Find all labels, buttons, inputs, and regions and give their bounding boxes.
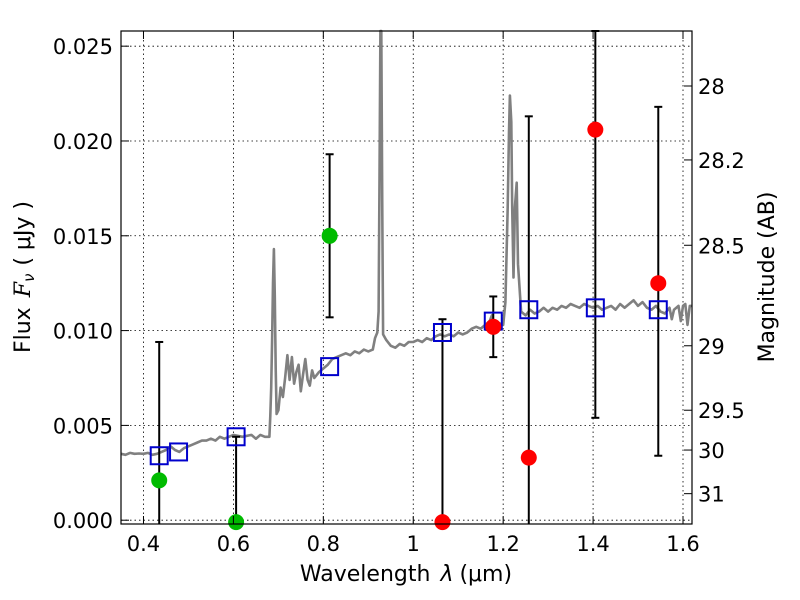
- x-axis-title-prefix: Wavelength: [300, 562, 431, 587]
- right-tick-label: 31: [698, 483, 725, 507]
- y-tick-label: 0.010: [53, 320, 113, 344]
- infrared-point-marker: [434, 514, 451, 531]
- optical-point-marker: [321, 227, 338, 244]
- y-tick-label: 0.020: [53, 130, 113, 154]
- model-square-marker: [169, 442, 189, 462]
- model-square-marker: [519, 300, 539, 320]
- y-tick-label: 0.005: [53, 414, 113, 438]
- model-square-marker: [585, 298, 605, 318]
- y-axis-title-prefix: Flux: [11, 307, 36, 353]
- plot-frame: [120, 30, 693, 525]
- error-bars: [155, 30, 663, 524]
- right-tick-label: 28: [698, 75, 725, 99]
- grid: [121, 31, 692, 524]
- x-tick-label: 0.6: [217, 532, 250, 556]
- model-square-marker: [648, 300, 668, 320]
- y-axis-title-symbol: F: [11, 281, 36, 298]
- axis-ticks: 0.4 0.6 0.8 1 1.2 1.4 1.6 0.000 0.005 0.010 0.015 0…: [53, 31, 745, 556]
- x-tick-label: 0.8: [307, 532, 340, 556]
- right-tick-label: 29.5: [698, 399, 745, 423]
- model-square-marker: [432, 322, 452, 342]
- x-tick-label: 1.2: [486, 532, 519, 556]
- right-axis-title: Magnitude (AB): [755, 192, 780, 363]
- infrared-point-marker: [650, 275, 667, 292]
- x-tick-label: 1.4: [576, 532, 609, 556]
- right-tick-label: 28.5: [698, 234, 745, 258]
- right-tick-label: 30: [698, 439, 725, 463]
- spectrum-line-layer: [120, 29, 692, 457]
- infrared-point-marker: [587, 121, 604, 138]
- y-axis-title-unit: ( μJy ): [11, 201, 36, 266]
- infrared-point-marker: [485, 318, 502, 335]
- x-tick-label: 0.4: [127, 532, 160, 556]
- optical-point-marker: [228, 514, 245, 531]
- x-tick-label: 1.6: [666, 532, 699, 556]
- y-axis-title-subscript: ν: [20, 274, 38, 282]
- x-tick-label: 1: [407, 532, 420, 556]
- x-axis-title-symbol: λ: [439, 562, 453, 587]
- y-axis-title: Flux Fν ( μJy ): [11, 201, 38, 353]
- y-tick-label: 0.025: [53, 35, 113, 59]
- model-square-marker: [226, 427, 246, 447]
- y-tick-label: 0.000: [53, 509, 113, 533]
- infrared-point-marker: [520, 449, 537, 466]
- y-tick-label: 0.015: [53, 225, 113, 249]
- right-tick-label: 29: [698, 335, 725, 359]
- model-photometry-squares: [149, 298, 668, 466]
- observed-photometry-points: [151, 121, 667, 531]
- optical-point-marker: [151, 472, 168, 489]
- x-axis-title-unit: (μm): [459, 562, 512, 587]
- x-axis-title: Wavelength λ (μm): [300, 562, 512, 587]
- right-tick-label: 28.2: [698, 149, 745, 173]
- model-square-marker: [149, 446, 169, 466]
- spectrum-line: [120, 29, 692, 457]
- model-square-marker: [320, 357, 340, 377]
